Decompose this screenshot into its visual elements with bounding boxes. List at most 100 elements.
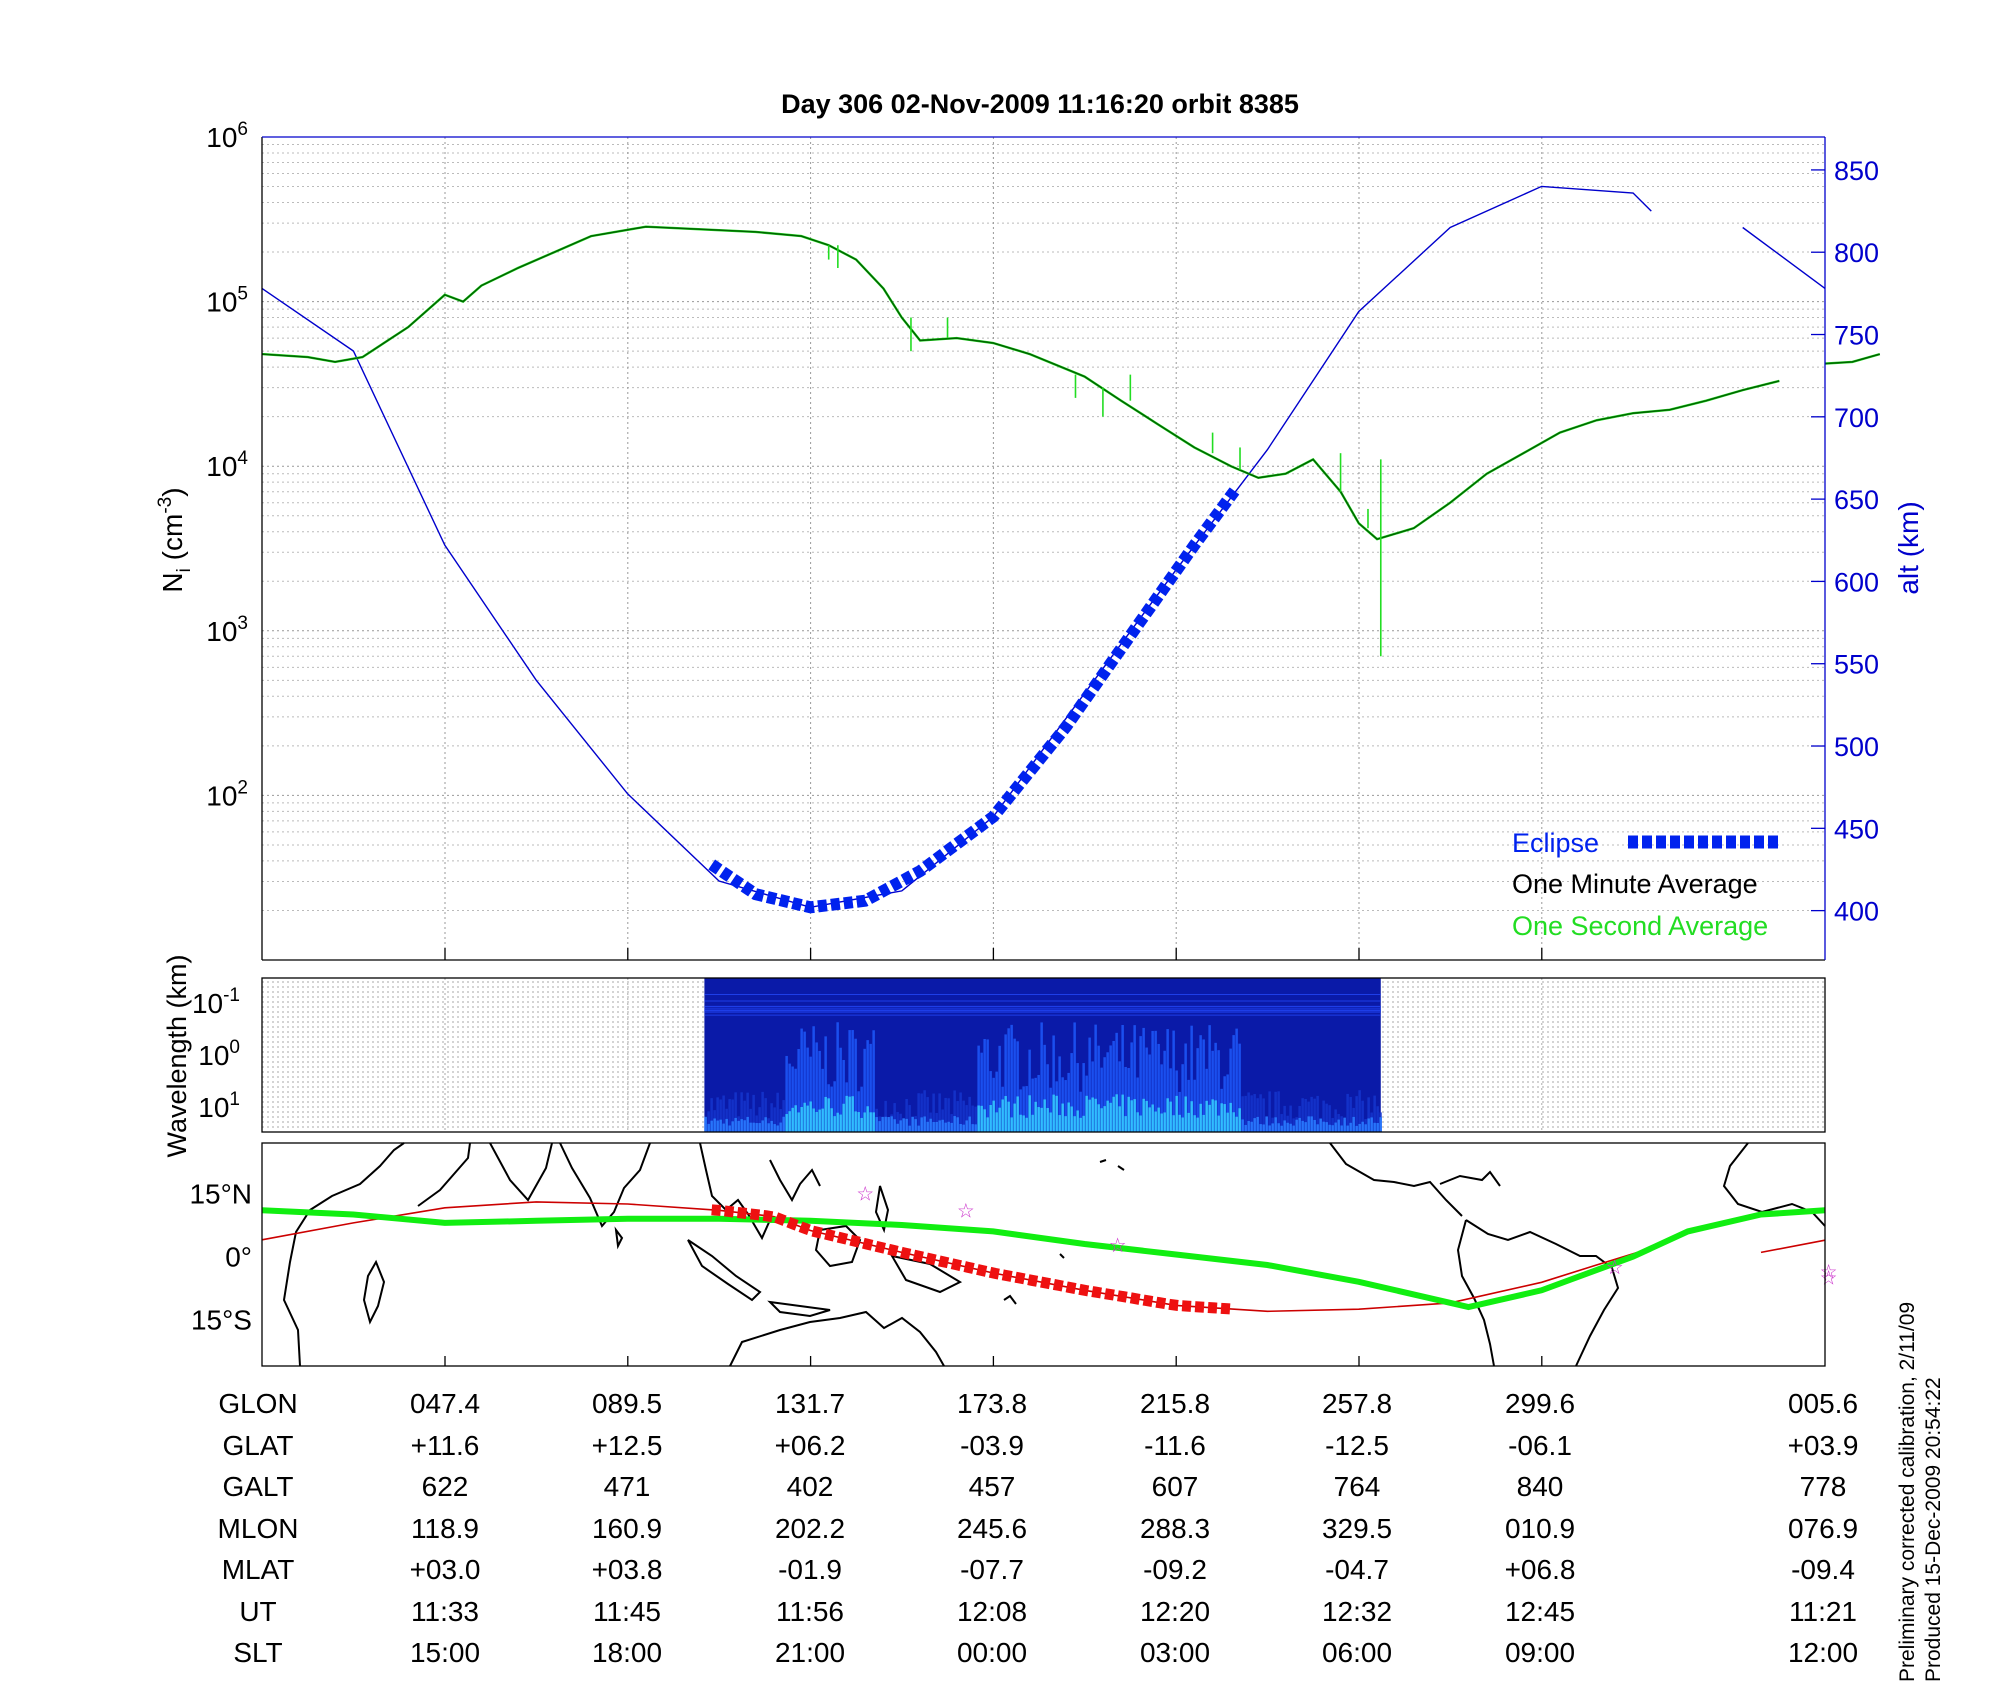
spectrogram-streak (848, 1030, 851, 1132)
coast-australia (729, 1310, 945, 1367)
spectrogram-streak (1112, 1040, 1115, 1132)
spectrogram-streak (983, 1038, 986, 1132)
spectrogram-streak-bright (839, 1114, 842, 1132)
spectrogram-streak (1262, 1098, 1265, 1132)
spectrogram-streak (920, 1093, 923, 1132)
spectrogram-streak (1064, 1080, 1067, 1132)
density-label-sub: i (174, 568, 195, 572)
spectrogram-streak-bright (1232, 1112, 1235, 1132)
spectrogram-streak-bright (1034, 1101, 1037, 1132)
spectrogram-streak (1019, 1089, 1022, 1132)
altitude-y-axis-label: alt (km) (1893, 501, 1924, 594)
spectrogram-streak-bright (908, 1125, 911, 1132)
spectrogram-streak-bright (1109, 1102, 1112, 1132)
spectrogram-streak-bright (1280, 1125, 1283, 1132)
spectrogram-streak-bright (884, 1116, 887, 1132)
orbit-track-tail (1760, 1239, 1826, 1254)
spectrogram-streak (1040, 1022, 1043, 1132)
spectrogram-streak (794, 1068, 797, 1132)
spectrogram-streak-bright (788, 1111, 791, 1132)
density-y-tick-label: 103 (206, 613, 248, 647)
altitude-y-tick-label: 550 (1834, 650, 1879, 680)
spectrogram-streak-bright (728, 1125, 731, 1132)
spectrogram-streak (1067, 1072, 1070, 1132)
spectrogram-streak-bright (1196, 1117, 1199, 1132)
map-panel: ☆☆☆☆ ☆☆ 15°N0°15°S (189, 1142, 1838, 1367)
spectrogram-streak (1232, 1035, 1235, 1132)
spectrogram-streak-bright (1202, 1114, 1205, 1132)
spectrogram-streak-bright (923, 1116, 926, 1132)
spectrogram-streak (1076, 1063, 1079, 1132)
wavelength-y-tick-label: 10-1 (192, 985, 240, 1019)
spectrogram-streak (1124, 1066, 1127, 1132)
altitude-y-tick-label: 600 (1834, 567, 1879, 597)
minute-average-line (261, 225, 1780, 541)
coast-pacific-islands (1003, 1159, 1125, 1305)
spectrogram-streak (1151, 1030, 1154, 1132)
spectrogram-streak (1181, 1064, 1184, 1132)
spectrogram-streak (1313, 1098, 1316, 1132)
spectrogram-streak (1079, 1091, 1082, 1132)
spectrogram-streak (863, 1048, 866, 1132)
spectrogram-streak (1205, 1068, 1208, 1132)
spectrogram-streak-bright (965, 1120, 968, 1132)
spectrogram-streak-bright (803, 1102, 806, 1132)
spectrogram-streak-bright (1346, 1125, 1349, 1132)
spectrogram-streak-bright (773, 1124, 776, 1132)
spectrogram-streak (1328, 1105, 1331, 1132)
magnetic-equator-line (261, 1207, 1826, 1311)
spectrogram-streak (989, 1071, 992, 1132)
spectrogram-streak (1028, 1049, 1031, 1132)
spectrogram-streak-bright (1073, 1116, 1076, 1132)
spectrogram-streak-bright (1217, 1115, 1220, 1132)
spectrogram-streak (974, 1106, 977, 1132)
spectrogram-streak-bright (851, 1096, 854, 1132)
spectrogram-streak (1046, 1064, 1049, 1132)
spectrogram-streak-bright (896, 1123, 899, 1132)
spectrogram-streak-bright (743, 1120, 746, 1132)
spectrogram-streak (953, 1090, 956, 1132)
spectrogram-streak (1157, 1043, 1160, 1132)
spectrogram-streak (1235, 1028, 1238, 1132)
spectrogram-streak-bright (869, 1112, 872, 1132)
spectrogram-streak (1292, 1118, 1295, 1132)
calibration-notes: Preliminary corrected calibration, 2/11/… (1895, 1302, 1947, 1682)
spectrogram-streak (956, 1101, 959, 1132)
wavelength-frame (261, 977, 1826, 1133)
spectrogram-streak-bright (1097, 1104, 1100, 1132)
spectrogram-streak-bright (1244, 1124, 1247, 1132)
spectrogram-streak (806, 1047, 809, 1132)
spectrogram-streak-bright (782, 1116, 785, 1132)
spectrogram-streak (1037, 1074, 1040, 1132)
wavelength-y-tick-label: 101 (198, 1089, 240, 1123)
spectrogram-streak-bright (899, 1120, 902, 1132)
spectrogram-streak-bright (1100, 1108, 1103, 1132)
spectrogram-streak-bright (1115, 1094, 1118, 1132)
spectrogram-streak-bright (1133, 1099, 1136, 1132)
spectrogram-streak (1259, 1094, 1262, 1132)
spectrogram-streak-bright (1019, 1114, 1022, 1132)
spectrogram-streak (938, 1093, 941, 1132)
spectrogram-streak (1226, 1074, 1229, 1132)
spectrogram-streak (1211, 1050, 1214, 1132)
spectrogram-streak-bright (989, 1104, 992, 1132)
spectrogram-streak-bright (731, 1121, 734, 1132)
spectrogram-streak-bright (746, 1116, 749, 1132)
spectrogram-streak-bright (956, 1117, 959, 1132)
spectrogram-streak (758, 1107, 761, 1132)
spectrogram-streak (752, 1094, 755, 1132)
spectrogram-streak-bright (905, 1118, 908, 1132)
spectrogram-streak (1004, 1034, 1007, 1132)
spectrogram-streak-bright (932, 1122, 935, 1132)
spectrogram-streak (1106, 1052, 1109, 1132)
spectrogram-streak (800, 1028, 803, 1132)
spectrogram-streak-bright (1124, 1116, 1127, 1132)
spectrogram-streak (1088, 1037, 1091, 1132)
spectrogram-streak-bright (1160, 1113, 1163, 1132)
spectrogram-streak-bright (1247, 1120, 1250, 1132)
spectrogram-streak-bright (1241, 1119, 1244, 1132)
spectrogram-streak (1253, 1094, 1256, 1132)
spectrogram-streak-bright (842, 1103, 845, 1132)
spectrogram-streak (716, 1097, 719, 1132)
spectrogram-streak-bright (1154, 1111, 1157, 1132)
